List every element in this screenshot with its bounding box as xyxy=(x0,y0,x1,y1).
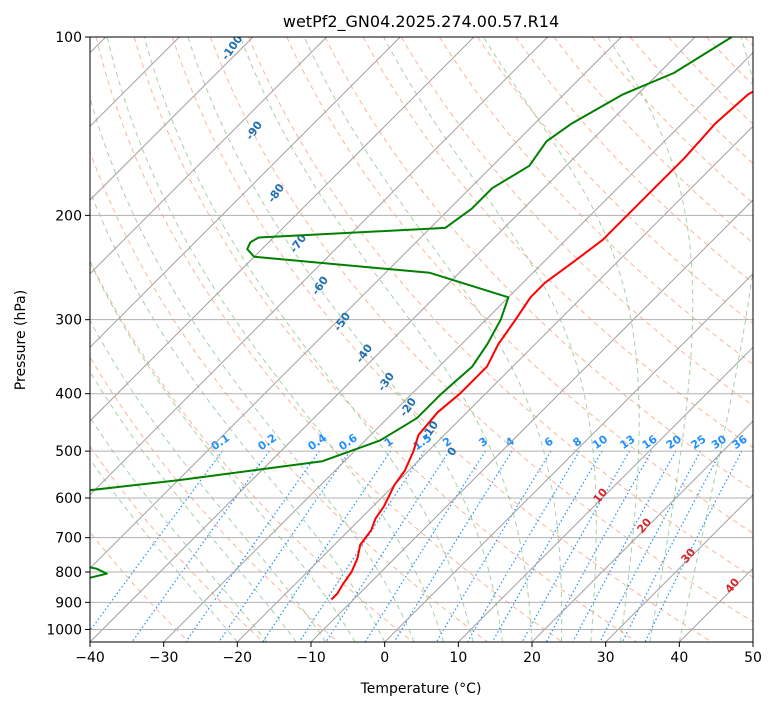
y-tick-label: 900 xyxy=(55,595,82,611)
isotherm-line xyxy=(236,125,753,642)
moist-adiabat-line xyxy=(106,37,445,642)
moist-adiabat-line xyxy=(607,37,694,642)
dewpoint-profile xyxy=(90,37,733,579)
mixing-ratio-line xyxy=(298,450,425,642)
y-tick-label: 400 xyxy=(55,387,82,403)
y-tick-label: 300 xyxy=(55,313,82,329)
isotherm-line xyxy=(163,51,753,642)
x-tick-label: 0 xyxy=(380,650,389,666)
x-tick-label: −40 xyxy=(75,650,105,666)
y-tick-label: 1000 xyxy=(46,622,82,638)
x-tick-label: 10 xyxy=(449,650,467,666)
dry-adiabat-line xyxy=(400,37,753,407)
axis-ticks: −40 −30 −20 −10 0 10 20 30 40 50 100 200 300 400 500 60… xyxy=(46,30,762,666)
x-axis-label: Temperature (°C) xyxy=(360,681,482,697)
isotherm-line xyxy=(531,420,753,642)
moist-adiabat-line xyxy=(482,37,640,642)
y-tick-label: 800 xyxy=(55,565,82,581)
isotherm-line xyxy=(90,37,475,422)
mixing-ratio-line xyxy=(262,450,392,642)
x-tick-label: −10 xyxy=(296,650,326,666)
y-tick-label: 100 xyxy=(55,30,82,46)
x-tick-label: 20 xyxy=(523,650,541,666)
moist-adiabat-line xyxy=(239,37,533,642)
isotherm-line xyxy=(310,199,753,642)
moist-adiabat-line xyxy=(90,370,297,642)
y-axis-label: Pressure (hPa) xyxy=(13,290,29,390)
temperature-profile xyxy=(330,90,753,601)
mixing-ratio-line xyxy=(131,450,270,642)
moist-adiabat-line xyxy=(303,37,563,642)
mixing-ratio-line xyxy=(393,450,513,642)
isotherm-line xyxy=(384,272,753,642)
x-tick-label: 40 xyxy=(670,650,688,666)
dry-adiabat-line xyxy=(438,37,753,366)
mixing-ratio-line xyxy=(325,450,450,642)
isotherm-line xyxy=(90,37,622,570)
y-tick-label: 700 xyxy=(55,531,82,547)
y-tick-label: 200 xyxy=(55,208,82,224)
mixing-ratio-line xyxy=(572,450,677,642)
mixing-ratio-line xyxy=(621,450,722,642)
moist-adiabat-line xyxy=(143,37,474,642)
isotherm-line xyxy=(90,37,549,496)
chart-title: wetPf2_GN04.2025.274.00.57.R14 xyxy=(283,12,559,32)
plot-frame xyxy=(89,36,754,643)
y-tick-label: 500 xyxy=(55,444,82,460)
y-tick-label: 600 xyxy=(55,491,82,507)
isotherm-line xyxy=(457,346,753,642)
moist-adiabat-line xyxy=(187,37,503,642)
moist-adiabat-line xyxy=(90,416,268,642)
isotherm-line xyxy=(605,493,753,642)
isotherm-line xyxy=(90,37,328,275)
x-tick-label: 30 xyxy=(597,650,615,666)
axes-frame xyxy=(89,36,754,643)
isotherm-line xyxy=(90,37,401,349)
moist-adiabat-line xyxy=(90,189,386,642)
x-tick-label: −30 xyxy=(149,650,179,666)
x-tick-label: −20 xyxy=(223,650,253,666)
dry-adiabat-line xyxy=(248,37,753,578)
dry-adiabat-line xyxy=(286,37,753,534)
isotherm-line xyxy=(90,37,696,642)
dry-adiabat-line xyxy=(477,37,753,325)
moist-adiabat-line xyxy=(90,260,356,642)
moist-adiabat-line xyxy=(383,37,597,642)
isotherm-line xyxy=(90,37,254,201)
x-tick-label: 50 xyxy=(744,650,762,666)
